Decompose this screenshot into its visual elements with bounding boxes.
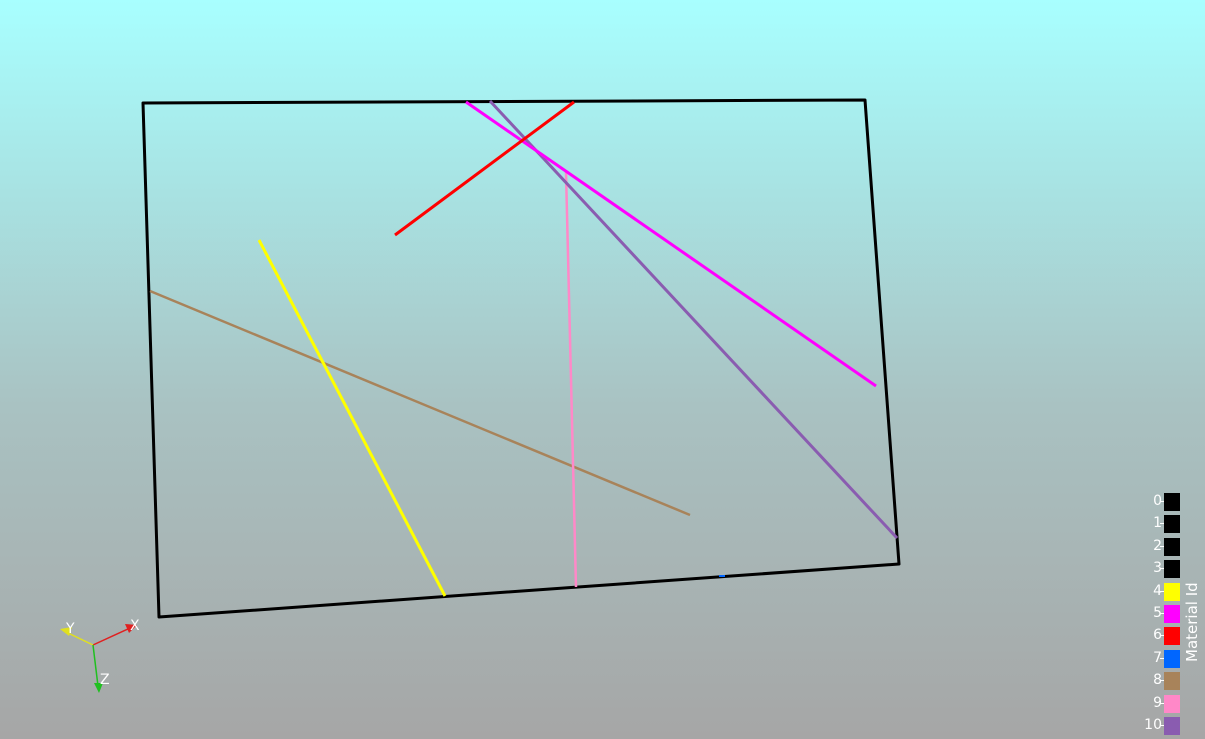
fracture-material-9 — [564, 171, 578, 588]
x-axis-line — [92, 627, 131, 646]
legend-tick — [1160, 613, 1164, 614]
legend-entry-label: 10 — [1144, 717, 1162, 733]
orientation-axes-widget: X Y Z — [60, 618, 140, 693]
legend-swatch — [1164, 694, 1180, 713]
fracture-material-10 — [488, 99, 899, 540]
legend-entry-label: 2 — [1153, 537, 1162, 554]
fracture-material-8 — [149, 289, 691, 517]
fracture-material-6 — [394, 100, 575, 237]
material-id-legend: 0 1 2 3 4 5 6 7 8 9 — [1138, 491, 1204, 739]
legend-swatch — [1164, 515, 1180, 534]
legend-swatch — [1164, 605, 1180, 623]
legend-entry: 4 — [1138, 581, 1180, 601]
legend-entry-label: 7 — [1153, 649, 1162, 666]
z-axis-line — [92, 644, 99, 687]
legend-entry: 6 — [1138, 625, 1180, 646]
legend-entry: 10 — [1138, 715, 1180, 735]
legend-entry: 5 — [1138, 603, 1180, 623]
legend-entry-label: 5 — [1153, 605, 1162, 621]
legend-entry-label: 0 — [1153, 493, 1162, 509]
y-axis-line — [65, 631, 94, 646]
legend-entry-label: 1 — [1153, 515, 1162, 532]
legend-entry-label: 8 — [1153, 672, 1162, 689]
legend-swatch — [1164, 649, 1180, 668]
legend-tick — [1160, 657, 1164, 659]
fracture-material-5 — [465, 100, 877, 388]
legend-tick — [1160, 501, 1164, 502]
legend-entry: 7 — [1138, 648, 1180, 668]
legend-tick — [1160, 702, 1164, 704]
legend-entry: 0 — [1138, 491, 1180, 511]
legend-entry-label: 3 — [1153, 560, 1162, 577]
legend-tick — [1160, 725, 1164, 726]
legend-entry: 9 — [1138, 693, 1180, 713]
legend-entry: 2 — [1138, 536, 1180, 556]
legend-swatch — [1164, 493, 1180, 511]
y-axis-arrowhead — [60, 627, 72, 636]
legend-title: Material Id — [1183, 582, 1201, 662]
legend-swatch — [1164, 537, 1180, 556]
legend-swatch — [1164, 582, 1180, 601]
legend-entry: 8 — [1138, 670, 1180, 691]
x-axis-label: X — [130, 618, 140, 634]
x-axis-arrowhead — [125, 624, 137, 633]
legend-entry-label: 4 — [1153, 582, 1162, 599]
legend-tick — [1160, 590, 1164, 592]
z-axis-arrowhead — [94, 683, 103, 693]
legend-swatch — [1164, 627, 1180, 646]
legend-entry-label: 9 — [1153, 694, 1162, 711]
legend-tick — [1160, 545, 1164, 547]
y-axis-label: Y — [65, 621, 75, 637]
legend-tick — [1160, 635, 1164, 637]
legend-swatch — [1164, 672, 1180, 691]
z-axis-label: Z — [100, 672, 110, 688]
legend-tick — [1160, 680, 1164, 682]
legend-entry: 3 — [1138, 558, 1180, 579]
legend-entry: 1 — [1138, 513, 1180, 534]
fracture-material-4 — [257, 239, 447, 597]
legend-entry-label: 6 — [1153, 627, 1162, 644]
legend-swatch — [1164, 560, 1180, 579]
legend-tick — [1160, 523, 1164, 525]
legend-tick — [1160, 568, 1164, 570]
legend-swatch — [1164, 717, 1180, 735]
domain-boundary-frame — [141, 98, 901, 619]
